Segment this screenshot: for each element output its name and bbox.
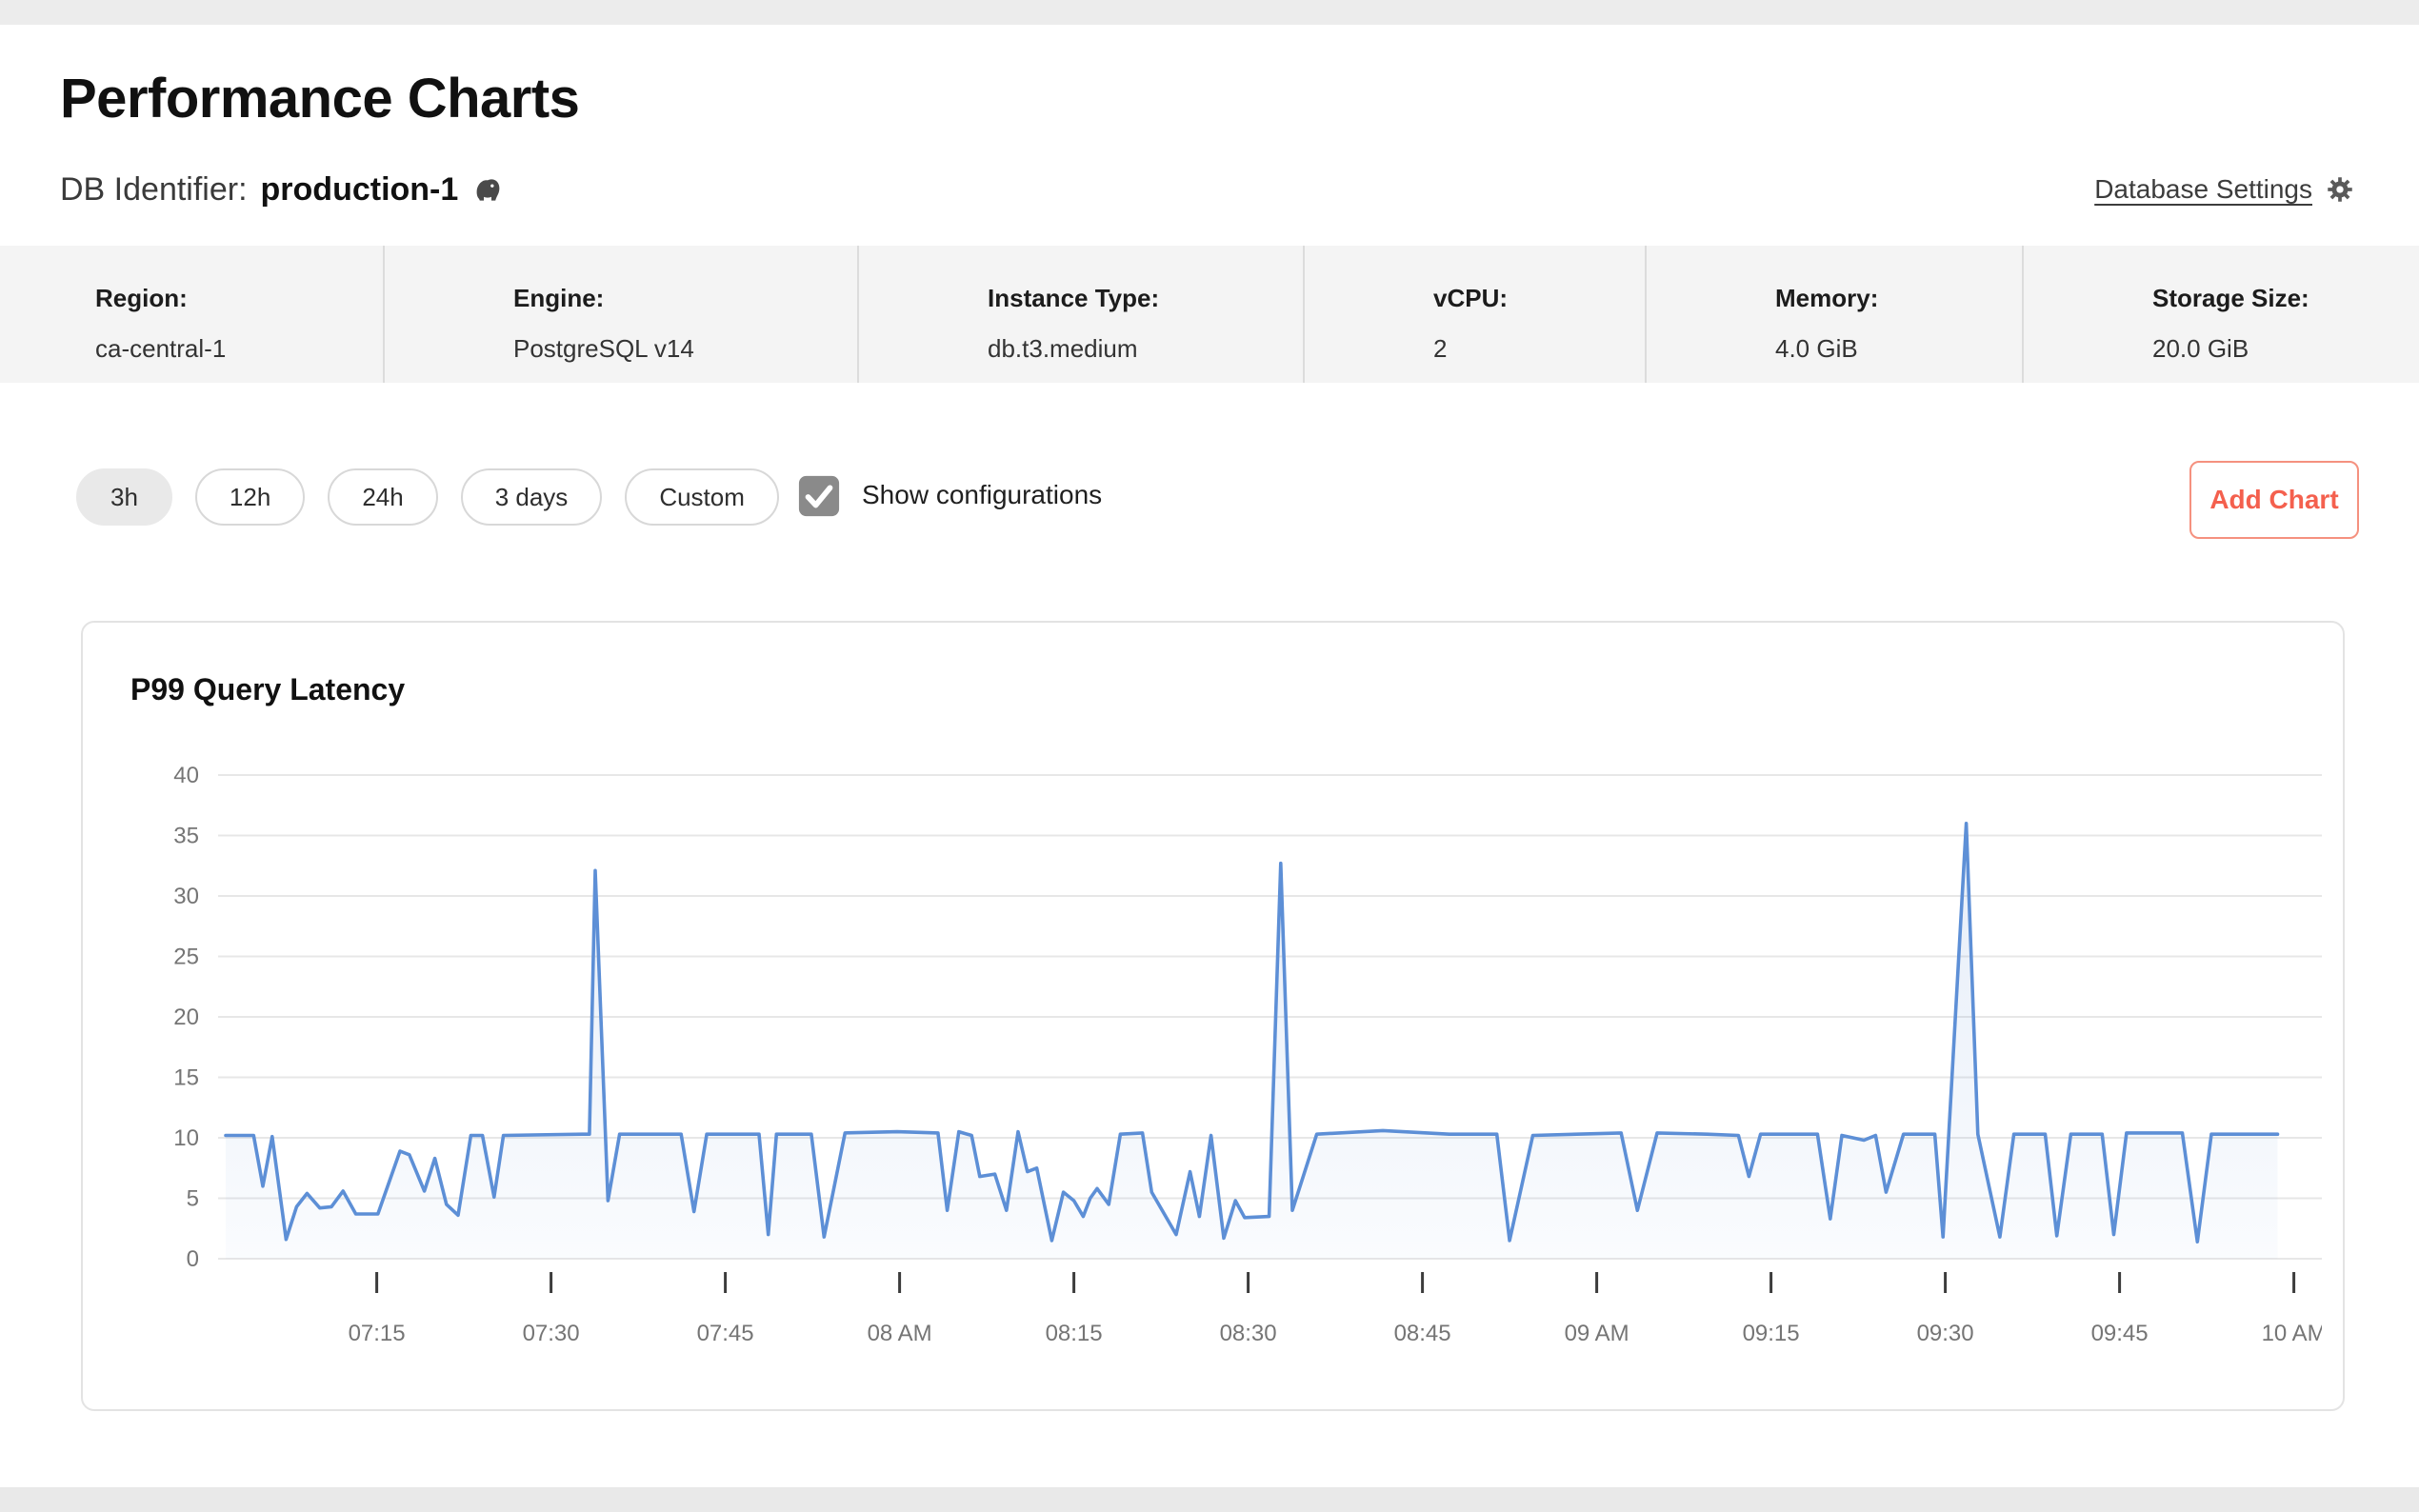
info-value: ca-central-1 xyxy=(95,334,227,363)
latency-series-area xyxy=(226,823,2278,1259)
latency-chart-svg: 0 5 10 15 20 25 30 35 40 07:15 07:30 07:45 08 AM 08:1… xyxy=(173,763,2322,1346)
info-col-engine: Engine: PostgreSQL v14 xyxy=(383,246,857,383)
info-label: Region: xyxy=(95,284,188,312)
gear-icon[interactable] xyxy=(2324,173,2356,206)
latency-series-line xyxy=(224,822,2280,1243)
info-col-vcpu: vCPU: 2 xyxy=(1303,246,1645,383)
x-axis-label: 08:45 xyxy=(1394,1321,1451,1346)
info-value: 20.0 GiB xyxy=(2152,334,2249,363)
database-settings-label[interactable]: Database Settings xyxy=(2094,174,2312,204)
info-label: Engine: xyxy=(513,284,605,312)
info-label: Memory: xyxy=(1775,284,1879,312)
range-chip-custom[interactable]: Custom xyxy=(625,468,779,526)
x-axis-label: 09 AM xyxy=(1565,1321,1629,1346)
x-axis-label: 07:15 xyxy=(349,1321,406,1346)
time-range-selector: 3h 12h 24h 3 days Custom xyxy=(76,468,779,526)
x-axis-label: 07:30 xyxy=(523,1321,580,1346)
range-chip-24h[interactable]: 24h xyxy=(328,468,438,526)
y-axis-label: 15 xyxy=(173,1065,199,1091)
database-settings-link[interactable]: Database Settings xyxy=(2094,173,2356,206)
info-value: db.t3.medium xyxy=(988,334,1138,363)
info-col-storage-size: Storage Size: 20.0 GiB xyxy=(2022,246,2419,383)
y-axis-label: 25 xyxy=(173,945,199,970)
show-configurations-checkbox[interactable] xyxy=(797,474,841,518)
x-axis-label: 07:45 xyxy=(697,1321,754,1346)
info-col-region: Region: ca-central-1 xyxy=(0,246,383,383)
db-identifier-value: production-1 xyxy=(260,171,459,208)
x-axis-label: 08 AM xyxy=(868,1321,932,1346)
y-axis-label: 20 xyxy=(173,1005,199,1030)
x-axis-label: 09:30 xyxy=(1917,1321,1974,1346)
x-axis-label: 08:15 xyxy=(1046,1321,1103,1346)
y-axis-label: 35 xyxy=(173,824,199,849)
instance-info-bar: Region: ca-central-1 Engine: PostgreSQL v14… xyxy=(0,246,2419,383)
latency-chart-plot[interactable]: 0 5 10 15 20 25 30 35 40 07:15 07:30 07:45 08 AM 08:1… xyxy=(116,754,2322,1383)
y-axis-label: 30 xyxy=(173,884,199,909)
show-configurations-label[interactable]: Show configurations xyxy=(862,480,1103,509)
latency-chart-card: P99 Query Latency 0 5 10 15 20 25 30 35 40 07:15 0… xyxy=(81,621,2345,1411)
range-chip-12h[interactable]: 12h xyxy=(194,468,306,526)
x-axis-label: 08:30 xyxy=(1220,1321,1277,1346)
x-axis-label: 10 AM xyxy=(2262,1321,2322,1346)
postgresql-elephant-icon xyxy=(476,178,500,201)
chart-title: P99 Query Latency xyxy=(130,672,406,706)
info-value: 2 xyxy=(1433,334,1448,363)
info-value: PostgreSQL v14 xyxy=(513,334,694,363)
chart-toolbar: 3h 12h 24h 3 days Custom Show configurations… xyxy=(0,461,2419,539)
page-title: Performance Charts xyxy=(60,68,580,129)
range-chip-3-days[interactable]: 3 days xyxy=(460,468,603,526)
add-chart-button[interactable]: Add Chart xyxy=(2189,461,2359,539)
info-label: vCPU: xyxy=(1433,284,1509,312)
y-axis-label: 40 xyxy=(173,763,199,788)
x-axis-label: 09:45 xyxy=(2091,1321,2149,1346)
y-axis-label: 10 xyxy=(173,1125,199,1151)
x-axis-label: 09:15 xyxy=(1743,1321,1800,1346)
window-top-edge xyxy=(0,0,2419,25)
window-bottom-edge xyxy=(0,1487,2419,1512)
y-axis-label: 0 xyxy=(187,1246,199,1272)
info-label: Instance Type: xyxy=(988,284,1160,312)
info-col-instance-type: Instance Type: db.t3.medium xyxy=(857,246,1303,383)
range-chip-3h[interactable]: 3h xyxy=(76,468,172,526)
info-label: Storage Size: xyxy=(2152,284,2309,312)
db-identifier-label: DB Identifier: xyxy=(60,171,248,208)
y-axis-label: 5 xyxy=(187,1186,199,1212)
info-col-memory: Memory: 4.0 GiB xyxy=(1645,246,2022,383)
db-identifier: DB Identifier: production-1 xyxy=(60,171,504,209)
info-value: 4.0 GiB xyxy=(1775,334,1858,363)
